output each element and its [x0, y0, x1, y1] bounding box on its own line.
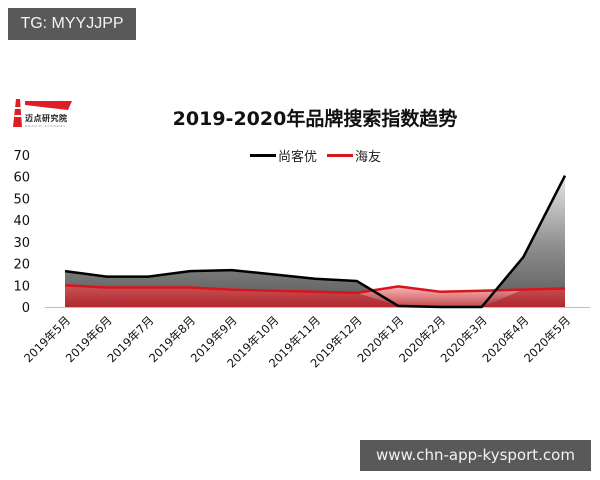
lighthouse-flag-icon: [13, 99, 72, 127]
line-series-2: [64, 284, 566, 295]
area-overlap: [65, 285, 565, 307]
chart-title: 2019-2020年品牌搜索指数趋势: [172, 108, 458, 130]
logo-name: 迈点研究院: [25, 114, 68, 123]
y-tick-label: 50: [13, 192, 30, 207]
legend-item-series2: 海友: [327, 146, 381, 165]
legend-item-series1: 尚客优: [250, 146, 317, 165]
y-tick-label: 60: [13, 171, 30, 186]
x-axis: 2019年5月2019年6月2019年7月2019年8月2019年9月2019年…: [21, 313, 573, 370]
y-tick-label: 10: [13, 279, 30, 294]
y-axis: 0 10 20 30 40 50 60 70: [13, 149, 30, 316]
legend-swatch-red: [327, 154, 354, 157]
y-tick-label: 70: [13, 149, 30, 164]
watermark: www.chn-app-kysport.com: [360, 440, 591, 471]
legend-label: 海友: [355, 150, 382, 165]
line-series-1: [64, 175, 567, 309]
y-tick-label: 0: [22, 301, 30, 316]
y-tick-label: 20: [13, 258, 30, 273]
chart-areas: [65, 175, 565, 307]
legend-label: 尚客优: [278, 150, 318, 165]
legend-swatch-black: [250, 154, 276, 157]
logo: 迈点研究院 MEADIN ACADEMY: [8, 97, 78, 133]
y-tick-label: 40: [13, 214, 30, 229]
area-series-1: [65, 175, 565, 307]
y-tick-label: 30: [13, 236, 30, 251]
tg-badge: TG: MYYJJPP: [8, 8, 136, 40]
logo-subtitle: MEADIN ACADEMY: [25, 124, 67, 128]
chart-lines: [64, 175, 567, 309]
chart-legend: 尚客优 海友: [250, 146, 391, 165]
